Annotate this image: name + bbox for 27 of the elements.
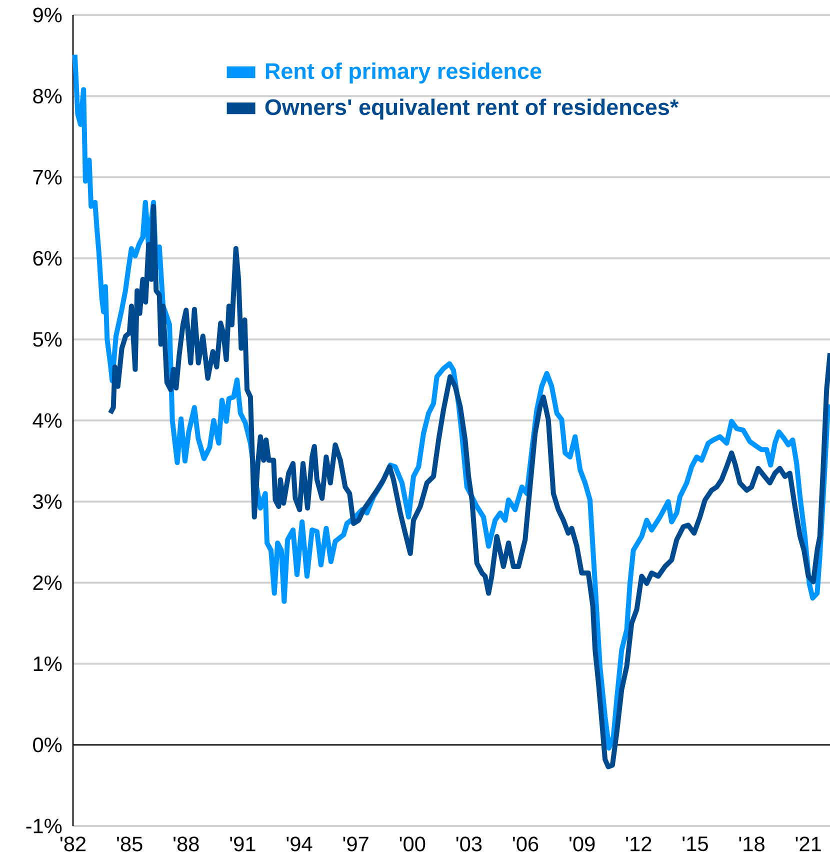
x-tick-label: '91 — [230, 836, 256, 852]
x-tick-label: '85 — [117, 836, 142, 852]
x-tick-label: '97 — [343, 836, 368, 852]
y-tick-label: 2% — [33, 575, 62, 590]
y-tick-label: 7% — [33, 170, 62, 184]
x-tick-label: '06 — [512, 836, 538, 852]
y-tick-label: 3% — [33, 494, 62, 509]
y-tick-label: 5% — [33, 332, 62, 347]
x-tick-label: '00 — [400, 836, 426, 852]
y-tick-label: -1% — [26, 818, 62, 834]
y-tick-label: 6% — [33, 250, 62, 266]
x-tick-label: '88 — [174, 836, 199, 852]
y-tick-label: 1% — [34, 656, 62, 672]
y-tick-label: 0% — [33, 738, 62, 752]
x-tick-label: '94 — [286, 836, 312, 852]
x-tick-label: '09 — [570, 836, 595, 852]
y-tick-label: 4% — [32, 413, 62, 428]
y-tick-label: 9% — [33, 8, 62, 22]
x-tick-label: '03 — [456, 836, 482, 852]
legend-label: Rent of primary residence — [266, 62, 542, 84]
y-tick-label: 8% — [33, 88, 62, 104]
x-tick-label: '15 — [682, 836, 708, 852]
legend-label: Owners' equivalent rent of residences* — [265, 98, 679, 120]
x-tick-label: '21 — [796, 836, 821, 852]
x-tick-label: '82 — [60, 836, 86, 852]
x-tick-label: '18 — [739, 836, 764, 852]
x-tick-label: '12 — [626, 836, 652, 852]
